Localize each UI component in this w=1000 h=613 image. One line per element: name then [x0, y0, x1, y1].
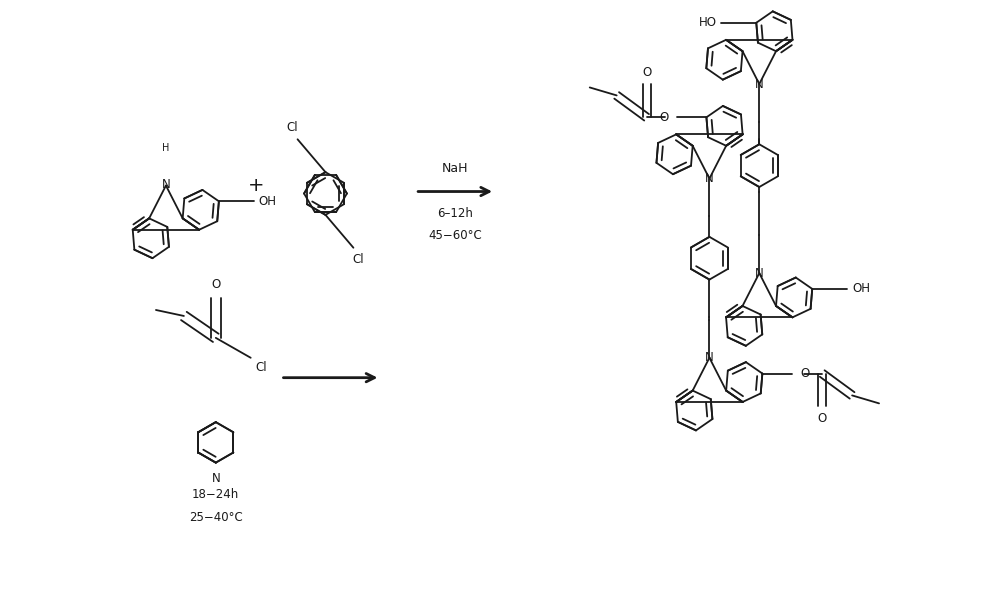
Text: N: N — [705, 172, 714, 185]
Text: 25−40°C: 25−40°C — [189, 511, 243, 524]
Text: N: N — [211, 472, 220, 485]
Text: OH: OH — [259, 195, 277, 208]
Text: O: O — [211, 278, 220, 291]
Text: 18−24h: 18−24h — [192, 488, 239, 501]
Text: Cl: Cl — [353, 253, 364, 266]
Text: +: + — [247, 176, 264, 195]
Text: H: H — [162, 143, 170, 153]
Text: 45−60°C: 45−60°C — [428, 229, 482, 242]
Text: OH: OH — [852, 283, 870, 295]
Text: O: O — [659, 111, 669, 124]
Text: N: N — [705, 351, 714, 364]
Text: HO: HO — [698, 16, 716, 29]
Text: O: O — [642, 66, 651, 79]
Text: N: N — [162, 178, 170, 191]
Text: N: N — [755, 267, 764, 280]
Text: Cl: Cl — [256, 361, 267, 374]
Text: O: O — [818, 412, 827, 425]
Text: NaH: NaH — [442, 162, 468, 175]
Text: O: O — [800, 367, 810, 380]
Text: Cl: Cl — [287, 121, 298, 134]
Text: 6–12h: 6–12h — [437, 207, 473, 220]
Text: N: N — [755, 77, 764, 91]
